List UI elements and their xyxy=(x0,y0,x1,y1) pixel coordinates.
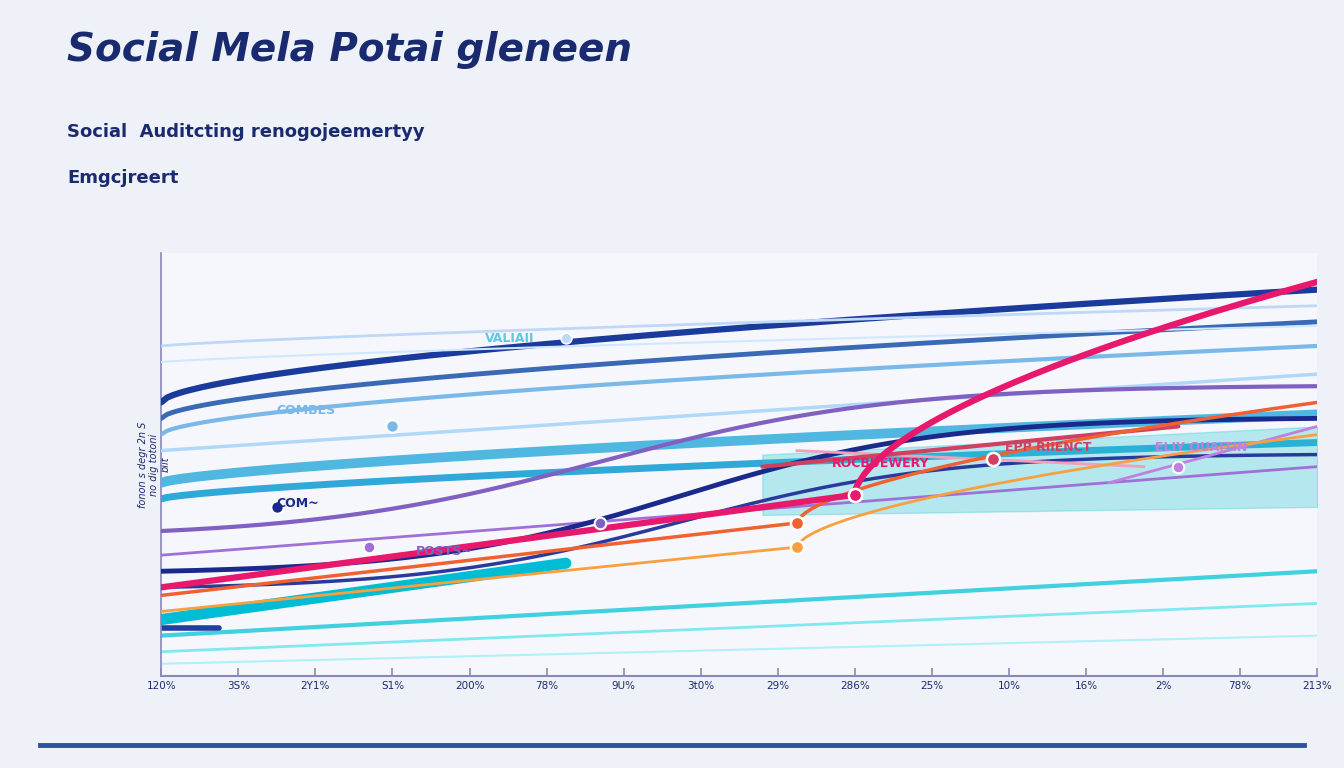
Point xyxy=(590,517,612,529)
Y-axis label: fonon s degr 2n S
no dig totoni
biit: fonon s degr 2n S no dig totoni biit xyxy=(137,422,171,508)
Point xyxy=(786,541,808,553)
Point xyxy=(555,332,577,344)
Text: COMBES: COMBES xyxy=(277,405,336,417)
Point xyxy=(982,452,1004,465)
Point xyxy=(1168,461,1189,473)
Text: ELIY OUAITIN: ELIY OUAITIN xyxy=(1156,441,1247,454)
Text: EPP RIIENCT: EPP RIIENCT xyxy=(1005,441,1091,454)
Text: Social Mela Potai gleneen: Social Mela Potai gleneen xyxy=(67,31,632,68)
Point xyxy=(786,517,808,529)
Text: ROCBUEWERY: ROCBUEWERY xyxy=(832,457,929,470)
Text: Emgcjreert: Emgcjreert xyxy=(67,169,179,187)
Text: POSTS~: POSTS~ xyxy=(415,545,473,558)
Point xyxy=(844,488,866,501)
Text: VALIAII: VALIAII xyxy=(485,332,535,345)
Text: Social  Auditcting renogojeemertyy: Social Auditcting renogojeemertyy xyxy=(67,123,425,141)
Point xyxy=(382,420,403,432)
Text: COM~: COM~ xyxy=(277,497,320,510)
Point xyxy=(266,501,288,513)
Point xyxy=(359,541,380,553)
